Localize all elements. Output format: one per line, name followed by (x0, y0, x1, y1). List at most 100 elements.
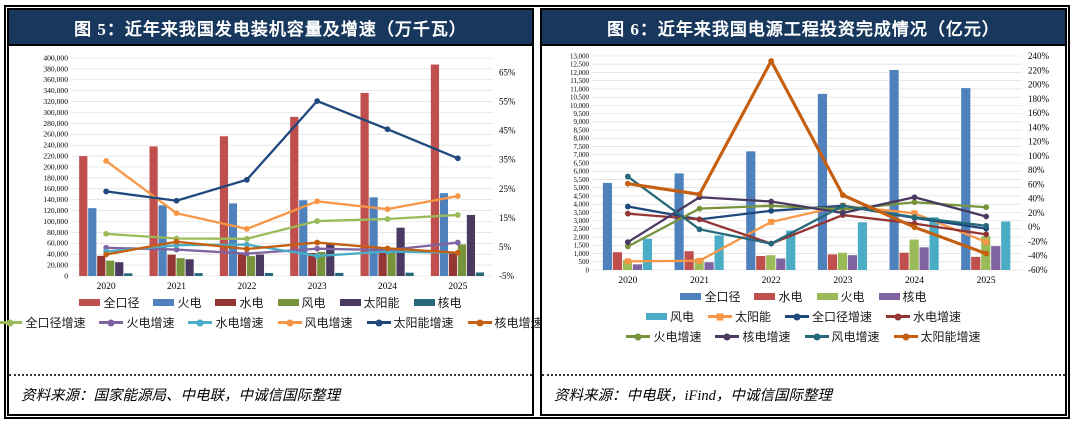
svg-text:2021: 2021 (690, 276, 709, 286)
svg-text:340,000: 340,000 (43, 86, 68, 95)
legend-item: 水电增速 (886, 308, 961, 325)
figure5-legend: 全口径 火电 水电 风电 太阳能 核电 全口径增速 火电增速 水电增速 风电增速 太阳能增速 核电增速 (0, 294, 543, 331)
legend-item: 太阳能增速 (366, 314, 454, 331)
svg-text:-60%: -60% (1028, 265, 1048, 275)
legend-row: 风电 太阳能 全口径增速 水电增速 (542, 308, 1065, 325)
svg-text:5,500: 5,500 (573, 177, 589, 184)
legend-marker-icon (107, 319, 115, 326)
legend-item: 全口径增速 (0, 314, 85, 331)
legend-bar-swatch (277, 299, 299, 306)
svg-text:65%: 65% (499, 68, 516, 78)
legend-line-swatch (785, 313, 809, 320)
legend-marker-icon (723, 333, 731, 340)
legend-label: 火电 (177, 296, 202, 310)
legend-line-swatch (0, 319, 23, 326)
svg-text:200%: 200% (1028, 80, 1050, 90)
svg-text:60,000: 60,000 (47, 239, 68, 248)
legend-item: 风电增速 (277, 314, 353, 331)
svg-text:100,000: 100,000 (43, 217, 68, 226)
legend-label: 水电增速 (913, 310, 962, 324)
svg-text:55%: 55% (499, 97, 516, 107)
svg-text:12,000: 12,000 (570, 70, 590, 77)
svg-text:360,000: 360,000 (43, 75, 68, 84)
legend-label: 全口径 (103, 296, 140, 310)
legend-label: 水电 (239, 296, 264, 310)
svg-text:300,000: 300,000 (43, 108, 68, 117)
svg-text:80%: 80% (1028, 165, 1045, 175)
svg-text:1,000: 1,000 (573, 251, 589, 258)
legend-label: 风电增速 (831, 330, 880, 344)
svg-text:10,500: 10,500 (570, 95, 590, 102)
svg-text:220%: 220% (1028, 65, 1050, 75)
legend-label: 风电 (669, 310, 694, 324)
legend-bar-swatch (680, 293, 702, 300)
svg-text:40%: 40% (1028, 194, 1045, 204)
legend-item: 核电 (878, 288, 927, 305)
svg-text:8,000: 8,000 (573, 136, 589, 143)
svg-text:4,000: 4,000 (573, 202, 589, 209)
svg-text:140,000: 140,000 (43, 195, 68, 204)
svg-text:40,000: 40,000 (47, 250, 68, 259)
legend-label: 核电增速 (494, 316, 543, 330)
svg-text:8,500: 8,500 (573, 127, 589, 134)
svg-text:5,000: 5,000 (573, 185, 589, 192)
figure6-legend: 全口径 水电 火电 核电 风电 太阳能 全口径增速 水电增速 火电增速 核电增速 风电增速 太阳能增速 (542, 288, 1065, 345)
legend-row: 全口径 火电 水电 风电 太阳能 核电 (9, 294, 532, 311)
legend-line-swatch (893, 333, 918, 340)
legend-item: 风电 (277, 294, 326, 311)
svg-text:35%: 35% (499, 155, 516, 165)
svg-text:240,000: 240,000 (43, 141, 68, 150)
svg-text:180%: 180% (1028, 94, 1050, 104)
svg-text:2021: 2021 (167, 282, 186, 292)
svg-text:2023: 2023 (307, 282, 326, 292)
legend-bar-swatch (645, 313, 667, 320)
legend-item: 核电 (413, 294, 462, 311)
legend-bar-swatch (816, 293, 838, 300)
svg-text:3,000: 3,000 (573, 218, 589, 225)
svg-text:2020: 2020 (96, 282, 115, 292)
legend-line-swatch (366, 319, 391, 326)
svg-text:2022: 2022 (761, 276, 780, 286)
figure5-source: 资料来源：国家能源局、中电联，中诚信国际整理 (9, 374, 532, 414)
legend-line-swatch (715, 333, 740, 340)
legend-line-swatch (99, 319, 124, 326)
legend-bar-swatch (153, 299, 175, 306)
legend-row: 全口径 水电 火电 核电 (542, 288, 1065, 305)
legend-bar-swatch (878, 293, 900, 300)
svg-text:0%: 0% (1028, 222, 1041, 232)
svg-text:11,000: 11,000 (570, 86, 589, 93)
svg-text:25%: 25% (499, 184, 516, 194)
svg-text:140%: 140% (1028, 122, 1050, 132)
svg-text:0: 0 (585, 267, 589, 274)
svg-text:100%: 100% (1028, 151, 1050, 161)
svg-text:120,000: 120,000 (43, 206, 68, 215)
legend-label: 太阳能 (363, 296, 400, 310)
svg-text:200,000: 200,000 (43, 162, 68, 171)
legend-item: 水电 (754, 288, 803, 305)
svg-text:180,000: 180,000 (43, 173, 68, 182)
svg-text:-20%: -20% (1028, 236, 1048, 246)
legend-marker-icon (476, 319, 484, 326)
legend-line-swatch (188, 319, 213, 326)
figure5-title: 图 5：近年来我国发电装机容量及增速（万千瓦） (9, 10, 532, 46)
legend-line-swatch (707, 313, 732, 320)
legend-marker-icon (196, 319, 204, 326)
legend-label: 全口径增速 (812, 310, 873, 324)
legend-marker-icon (716, 313, 724, 320)
figure5-chart-area: 0 20,000 40,000 60,000 80,000 100,000 120,000 1… (0, 46, 543, 374)
svg-text:10,000: 10,000 (570, 103, 590, 110)
svg-text:1,500: 1,500 (573, 243, 589, 250)
legend-label: 核电 (902, 290, 927, 304)
legend-marker-icon (6, 319, 14, 326)
legend-marker-icon (286, 319, 293, 326)
svg-text:7,000: 7,000 (573, 152, 589, 159)
legend-bar-swatch (413, 299, 435, 306)
figure6-title: 图 6：近年来我国电源工程投资完成情况（亿元） (542, 10, 1065, 46)
legend-item: 太阳能增速 (893, 328, 981, 345)
legend-line-swatch (277, 319, 302, 326)
legend-marker-icon (375, 319, 383, 326)
legend-label: 风电增速 (304, 316, 353, 330)
legend-bar-swatch (339, 299, 361, 306)
legend-bar-swatch (79, 299, 101, 306)
legend-line-swatch (804, 333, 829, 340)
